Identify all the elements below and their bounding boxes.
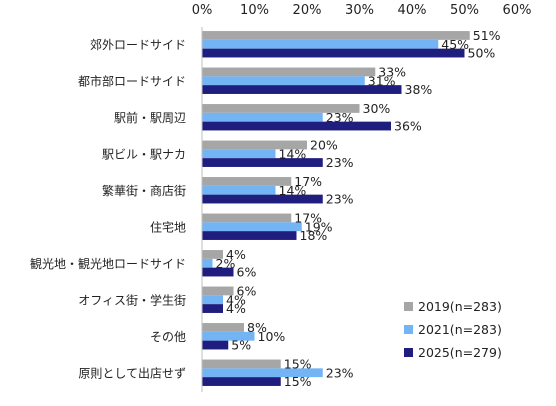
bar xyxy=(202,231,297,240)
bar-value-label: 23% xyxy=(326,192,354,207)
bar-value-label: 4% xyxy=(226,247,246,262)
legend-swatch xyxy=(404,348,413,357)
bar xyxy=(202,185,276,195)
category-label: 郊外ロードサイド xyxy=(90,38,186,52)
bar-value-label: 14% xyxy=(279,183,307,198)
bar xyxy=(202,149,276,159)
x-tick-label: 40% xyxy=(398,3,427,18)
x-tick-label: 50% xyxy=(450,3,479,18)
bar-value-label: 30% xyxy=(363,101,391,116)
bar-value-label: 23% xyxy=(326,110,354,125)
bar-value-label: 36% xyxy=(394,119,422,134)
bar-value-label: 51% xyxy=(473,28,501,43)
bar xyxy=(202,323,244,332)
bar-value-label: 31% xyxy=(368,73,396,88)
category-label: オフィス街・学生街 xyxy=(78,292,186,307)
bar xyxy=(202,121,391,131)
bar-value-label: 5% xyxy=(231,338,251,353)
bar-value-label: 2% xyxy=(216,256,236,271)
bar-value-label: 6% xyxy=(237,283,257,298)
bar xyxy=(202,48,465,58)
x-tick-label: 30% xyxy=(345,3,374,18)
bar-series xyxy=(202,31,470,386)
bar-value-label: 18% xyxy=(300,228,328,243)
bar xyxy=(202,85,402,94)
bar-value-label: 4% xyxy=(226,292,246,307)
bar-value-label: 14% xyxy=(279,146,307,161)
legend-swatch xyxy=(404,302,413,311)
bar xyxy=(202,258,213,268)
bar-value-label: 17% xyxy=(294,210,322,225)
x-tick-label: 10% xyxy=(240,3,269,18)
legend-label: 2021(n=283) xyxy=(418,322,502,337)
bar xyxy=(202,31,470,40)
bar xyxy=(202,39,439,49)
x-tick-label: 20% xyxy=(293,3,322,18)
bar xyxy=(202,377,281,386)
bar xyxy=(202,158,323,167)
bar xyxy=(202,104,360,113)
legend: 2019(n=283) 2021(n=283) 2025(n=279) xyxy=(404,299,502,360)
bar-value-label: 15% xyxy=(284,356,312,371)
bar xyxy=(202,213,292,223)
bar-value-label: 6% xyxy=(237,265,257,280)
category-label: 駅ビル・駅ナカ xyxy=(102,147,186,161)
bar-value-label: 20% xyxy=(310,137,338,152)
category-label: 住宅地 xyxy=(150,219,186,234)
value-labels: 51%45%50%33%31%38%30%23%36%20%14%23%17%1… xyxy=(216,28,501,389)
bar xyxy=(202,331,255,341)
legend-label: 2019(n=283) xyxy=(418,299,502,314)
bar-value-label: 38% xyxy=(405,82,433,97)
bar-value-label: 50% xyxy=(468,46,496,61)
x-tick-label: 0% xyxy=(192,3,213,18)
category-label: 駅前・駅周辺 xyxy=(114,110,186,125)
bar xyxy=(202,340,229,350)
bar xyxy=(202,295,223,305)
bar xyxy=(202,304,223,313)
bar-value-label: 45% xyxy=(441,37,469,52)
bar-value-label: 19% xyxy=(305,219,333,234)
category-label: 都市部ロードサイド xyxy=(78,73,186,88)
bar-value-label: 17% xyxy=(294,174,322,189)
bar-value-label: 33% xyxy=(378,64,406,79)
bar-value-label: 23% xyxy=(326,365,354,380)
bar-value-label: 15% xyxy=(284,374,312,389)
bar xyxy=(202,76,365,86)
x-axis-ticks: 0% 10% 20% 30% 40% 50% 60% xyxy=(192,3,532,18)
legend-label: 2025(n=279) xyxy=(418,345,502,360)
bar xyxy=(202,112,323,122)
bar-value-label: 4% xyxy=(226,301,246,316)
bar xyxy=(202,140,307,150)
bar xyxy=(202,194,323,204)
bar xyxy=(202,368,323,378)
bar xyxy=(202,267,234,277)
category-label: 観光地・観光地ロードサイド xyxy=(30,257,186,271)
bar xyxy=(202,177,292,186)
x-tick-label: 60% xyxy=(503,3,532,18)
bar xyxy=(202,250,223,259)
category-label: 原則として出店せず xyxy=(78,366,186,380)
bar xyxy=(202,222,302,232)
bar xyxy=(202,359,281,369)
category-label: その他 xyxy=(150,330,186,344)
bar xyxy=(202,286,234,296)
category-labels: 郊外ロードサイド都市部ロードサイド駅前・駅周辺駅ビル・駅ナカ繁華街・商店街住宅地… xyxy=(30,38,186,381)
bar xyxy=(202,67,376,77)
bar-value-label: 10% xyxy=(258,329,286,344)
legend-swatch xyxy=(404,325,413,334)
category-label: 繁華街・商店街 xyxy=(102,183,186,198)
bar-value-label: 23% xyxy=(326,155,354,170)
bar-value-label: 8% xyxy=(247,320,267,335)
